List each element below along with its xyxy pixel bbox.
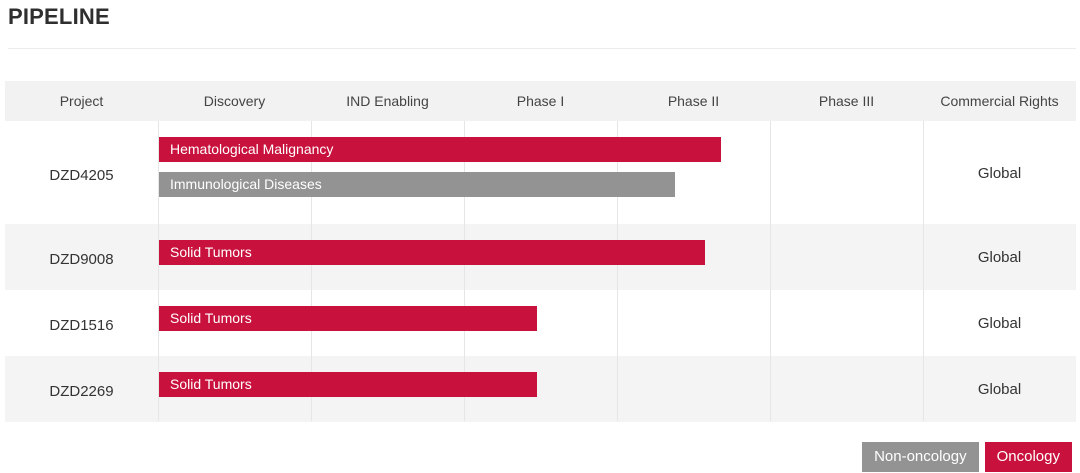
commercial-rights: Global bbox=[977, 249, 1022, 266]
progress-bar: Hematological Malignancy bbox=[159, 137, 721, 162]
project-name: DZD2269 bbox=[49, 383, 114, 400]
commercial-rights: Global bbox=[977, 315, 1022, 332]
pipeline-chart: Project Discovery IND Enabling Phase I Phase… bbox=[5, 81, 1076, 422]
progress-bar: Solid Tumors bbox=[159, 372, 537, 397]
header-band bbox=[5, 81, 1076, 121]
column-header: Phase I bbox=[516, 93, 565, 109]
column-header: Discovery bbox=[203, 93, 266, 109]
commercial-rights: Global bbox=[977, 165, 1022, 182]
column-header: IND Enabling bbox=[346, 93, 429, 109]
column-header: Phase III bbox=[818, 93, 875, 109]
page-title: PIPELINE bbox=[8, 4, 110, 29]
column-gridline bbox=[311, 121, 312, 421]
project-name: DZD1516 bbox=[49, 317, 114, 334]
project-name: DZD9008 bbox=[49, 251, 114, 268]
column-gridline bbox=[158, 121, 159, 421]
progress-bar: Solid Tumors bbox=[159, 306, 537, 331]
legend-item-oncology: Oncology bbox=[984, 442, 1072, 472]
column-gridline bbox=[770, 121, 771, 421]
project-name: DZD4205 bbox=[49, 167, 114, 184]
column-gridline bbox=[923, 121, 924, 421]
progress-bar: Solid Tumors bbox=[159, 240, 705, 265]
column-gridline bbox=[617, 121, 618, 421]
column-header: Commercial Rights bbox=[940, 93, 1059, 109]
progress-bar: Immunological Diseases bbox=[159, 172, 675, 197]
commercial-rights: Global bbox=[977, 381, 1022, 398]
column-header: Project bbox=[59, 93, 104, 109]
legend-item-non-oncology: Non-oncology bbox=[862, 442, 979, 472]
legend: Non-oncology Oncology bbox=[862, 442, 1072, 472]
title-divider bbox=[8, 48, 1076, 49]
column-gridline bbox=[464, 121, 465, 421]
column-header: Phase II bbox=[667, 93, 720, 109]
